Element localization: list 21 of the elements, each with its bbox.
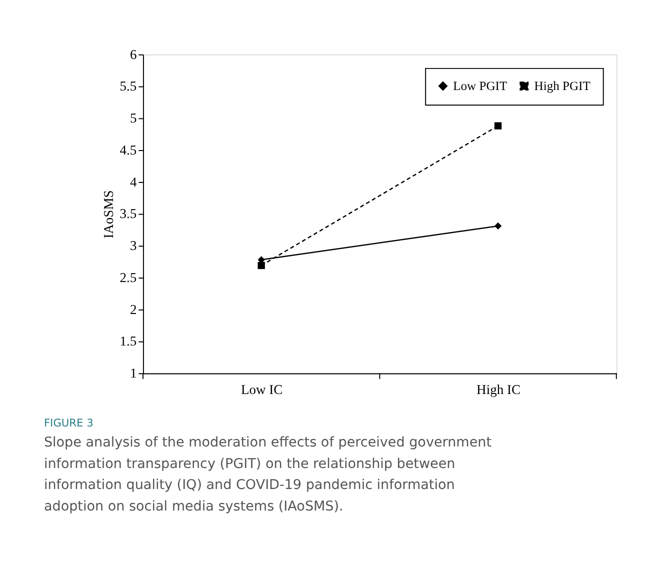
caption: FIGURE 3 — [44, 416, 94, 430]
text: Slope analysis of the moderation effects of perceived government information transparency (PGIT) on the relationship between information quality (IQ) and COVID-19 pandemic information adoption on social media systems (IAoSMS). — [44, 434, 492, 514]
point — [258, 262, 265, 270]
y-tick-label: 5 — [130, 110, 137, 126]
y-tick-label: 2 — [130, 302, 137, 317]
y-tick-label: 4 — [130, 174, 137, 190]
x-tick-label: High IC — [476, 382, 520, 398]
y-tick-label: 2.5 — [120, 270, 137, 285]
y-tick-label: 1 — [130, 366, 137, 381]
y-tick-label: 4.5 — [120, 142, 137, 158]
legend-label: High PGIT — [534, 78, 591, 93]
y-tick-label: 3 — [130, 238, 137, 254]
x-tick-label: Low IC — [240, 382, 283, 398]
point — [494, 122, 502, 130]
y-tick-label: 5.5 — [120, 78, 137, 94]
y-axis-title: IAoSMS — [101, 190, 116, 238]
y-tick-label: 1.5 — [120, 334, 137, 349]
y-tick-label: 3.5 — [120, 206, 137, 222]
legend-label: Low PGIT — [453, 78, 508, 93]
point — [494, 222, 502, 230]
y-tick-label: 6 — [130, 46, 137, 62]
